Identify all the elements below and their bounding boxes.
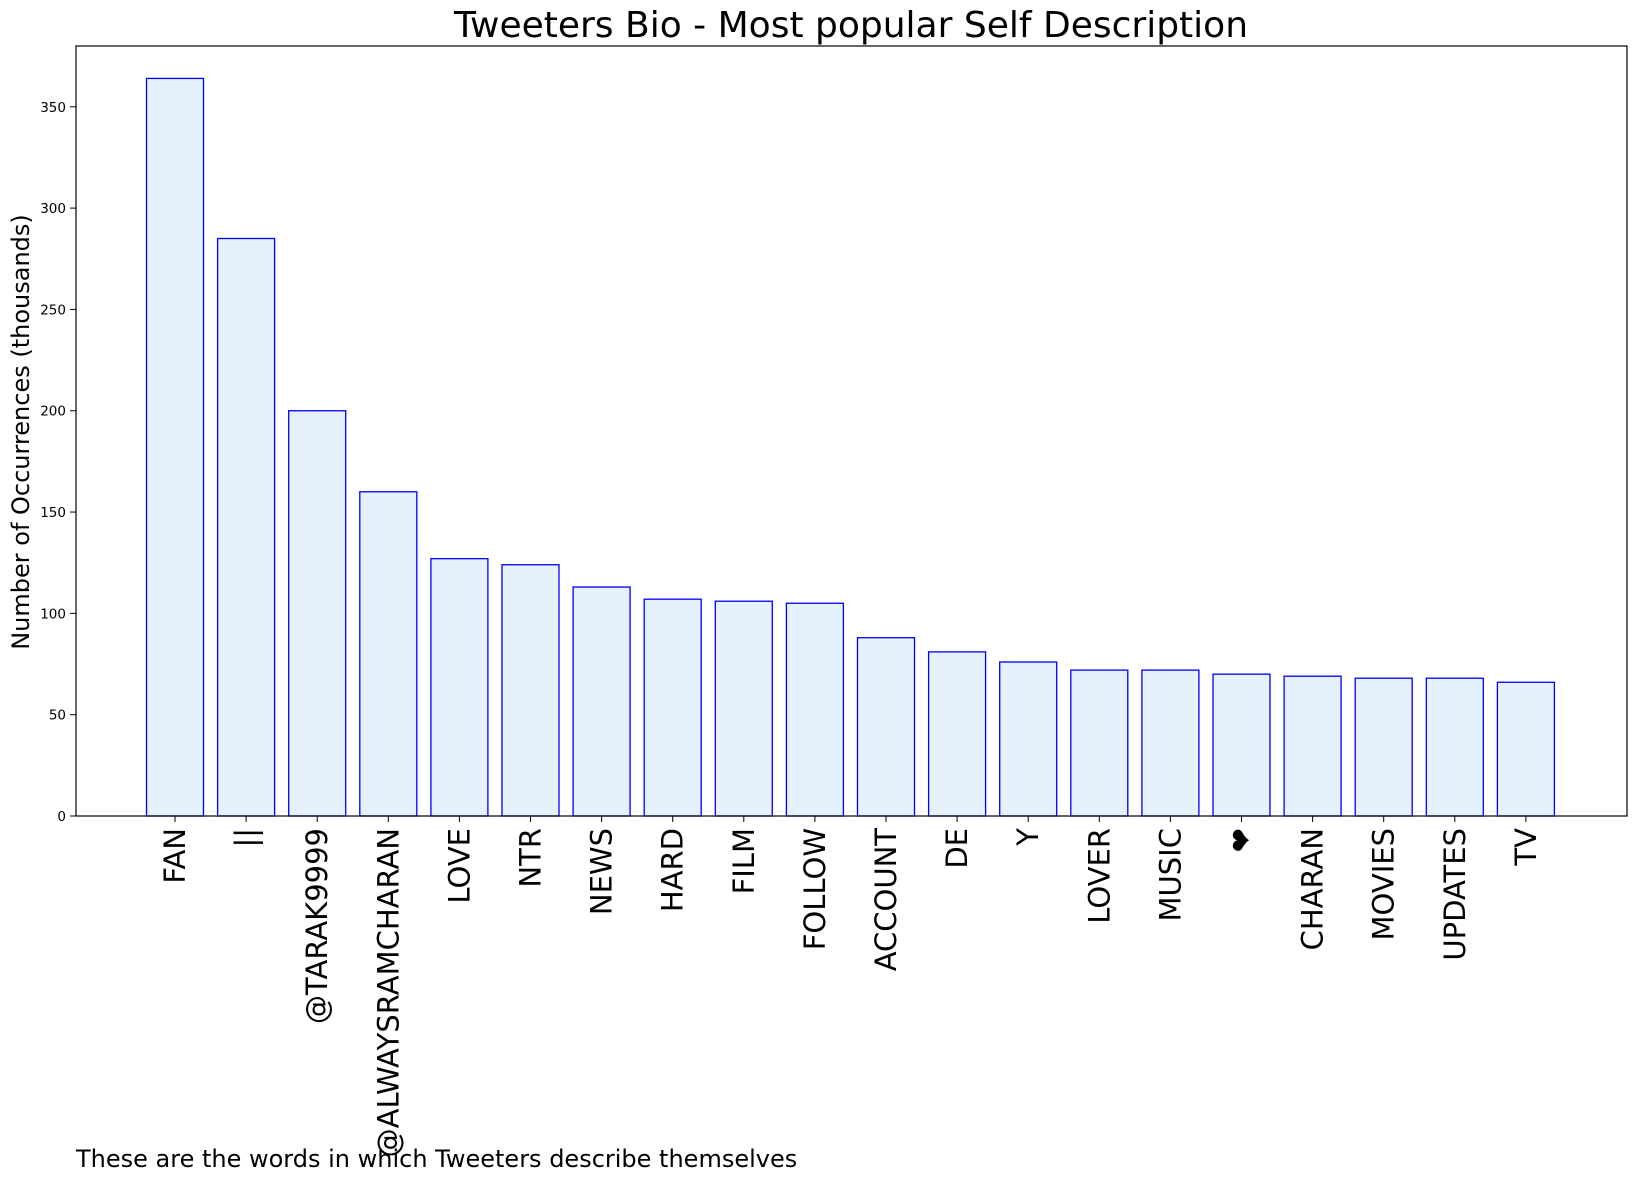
bar xyxy=(288,410,347,817)
bar xyxy=(1070,669,1129,817)
bar xyxy=(1212,673,1271,817)
bar xyxy=(1496,681,1556,817)
bar xyxy=(501,564,560,817)
x-tick-label: CHARAN xyxy=(1296,828,1330,950)
bar xyxy=(643,598,702,817)
y-tick-label: 150 xyxy=(40,505,66,521)
x-tick-label: @ALWAYSRAMCHARAN xyxy=(371,828,405,1157)
bar xyxy=(430,558,489,817)
bar xyxy=(145,77,205,817)
y-tick-label: 50 xyxy=(49,708,66,724)
x-tick-label: || xyxy=(229,828,263,848)
y-tick-label: 300 xyxy=(40,201,66,217)
y-tick-label: 200 xyxy=(40,404,66,420)
y-tick-label: 250 xyxy=(40,302,66,318)
bar xyxy=(572,586,631,817)
bar xyxy=(1283,675,1342,817)
x-tick-label: UPDATES xyxy=(1438,828,1472,961)
x-tick-label: DE xyxy=(940,828,974,869)
bar xyxy=(1141,669,1200,817)
y-tick-label: 350 xyxy=(40,100,66,116)
y-axis-label: Number of Occurrences (thousands) xyxy=(7,214,35,650)
bar xyxy=(1425,677,1484,817)
x-tick-label: ❤ xyxy=(1225,828,1259,852)
x-tick-label: NEWS xyxy=(585,828,619,915)
x-tick-label: MUSIC xyxy=(1153,828,1187,921)
chart-caption: These are the words in which Tweeters de… xyxy=(75,1145,797,1173)
bar xyxy=(785,602,845,817)
x-tick-label: FOLLOW xyxy=(798,828,832,950)
chart-title: Tweeters Bio - Most popular Self Descrip… xyxy=(453,5,1248,46)
plot-area: 0 50 100 150 200 250 300 350 FAN || @TARAK9999 @ALW… xyxy=(40,77,1556,1157)
bar xyxy=(927,651,987,817)
bar xyxy=(1354,677,1413,817)
x-tick-label: MOVIES xyxy=(1367,828,1401,940)
bar xyxy=(999,661,1058,817)
x-tick-label: Y xyxy=(1011,828,1045,847)
plot-frame xyxy=(75,45,1628,817)
x-tick-label: LOVER xyxy=(1082,828,1116,924)
x-tick-label: @TARAK9999 xyxy=(300,828,334,1024)
x-tick-label: NTR xyxy=(514,828,548,888)
x-tick-label: HARD xyxy=(656,828,690,912)
x-tick-label: ACCOUNT xyxy=(869,828,903,972)
x-tick-label: FAN xyxy=(158,828,192,884)
bar xyxy=(216,237,276,817)
bar xyxy=(856,637,916,817)
y-tick-label: 100 xyxy=(40,606,66,622)
bar xyxy=(359,491,418,817)
x-tick-label: TV xyxy=(1509,828,1543,867)
x-tick-label: LOVE xyxy=(442,828,476,904)
x-tick-label: FILM xyxy=(727,828,761,894)
bar xyxy=(714,600,773,817)
y-tick-label: 0 xyxy=(57,809,66,825)
